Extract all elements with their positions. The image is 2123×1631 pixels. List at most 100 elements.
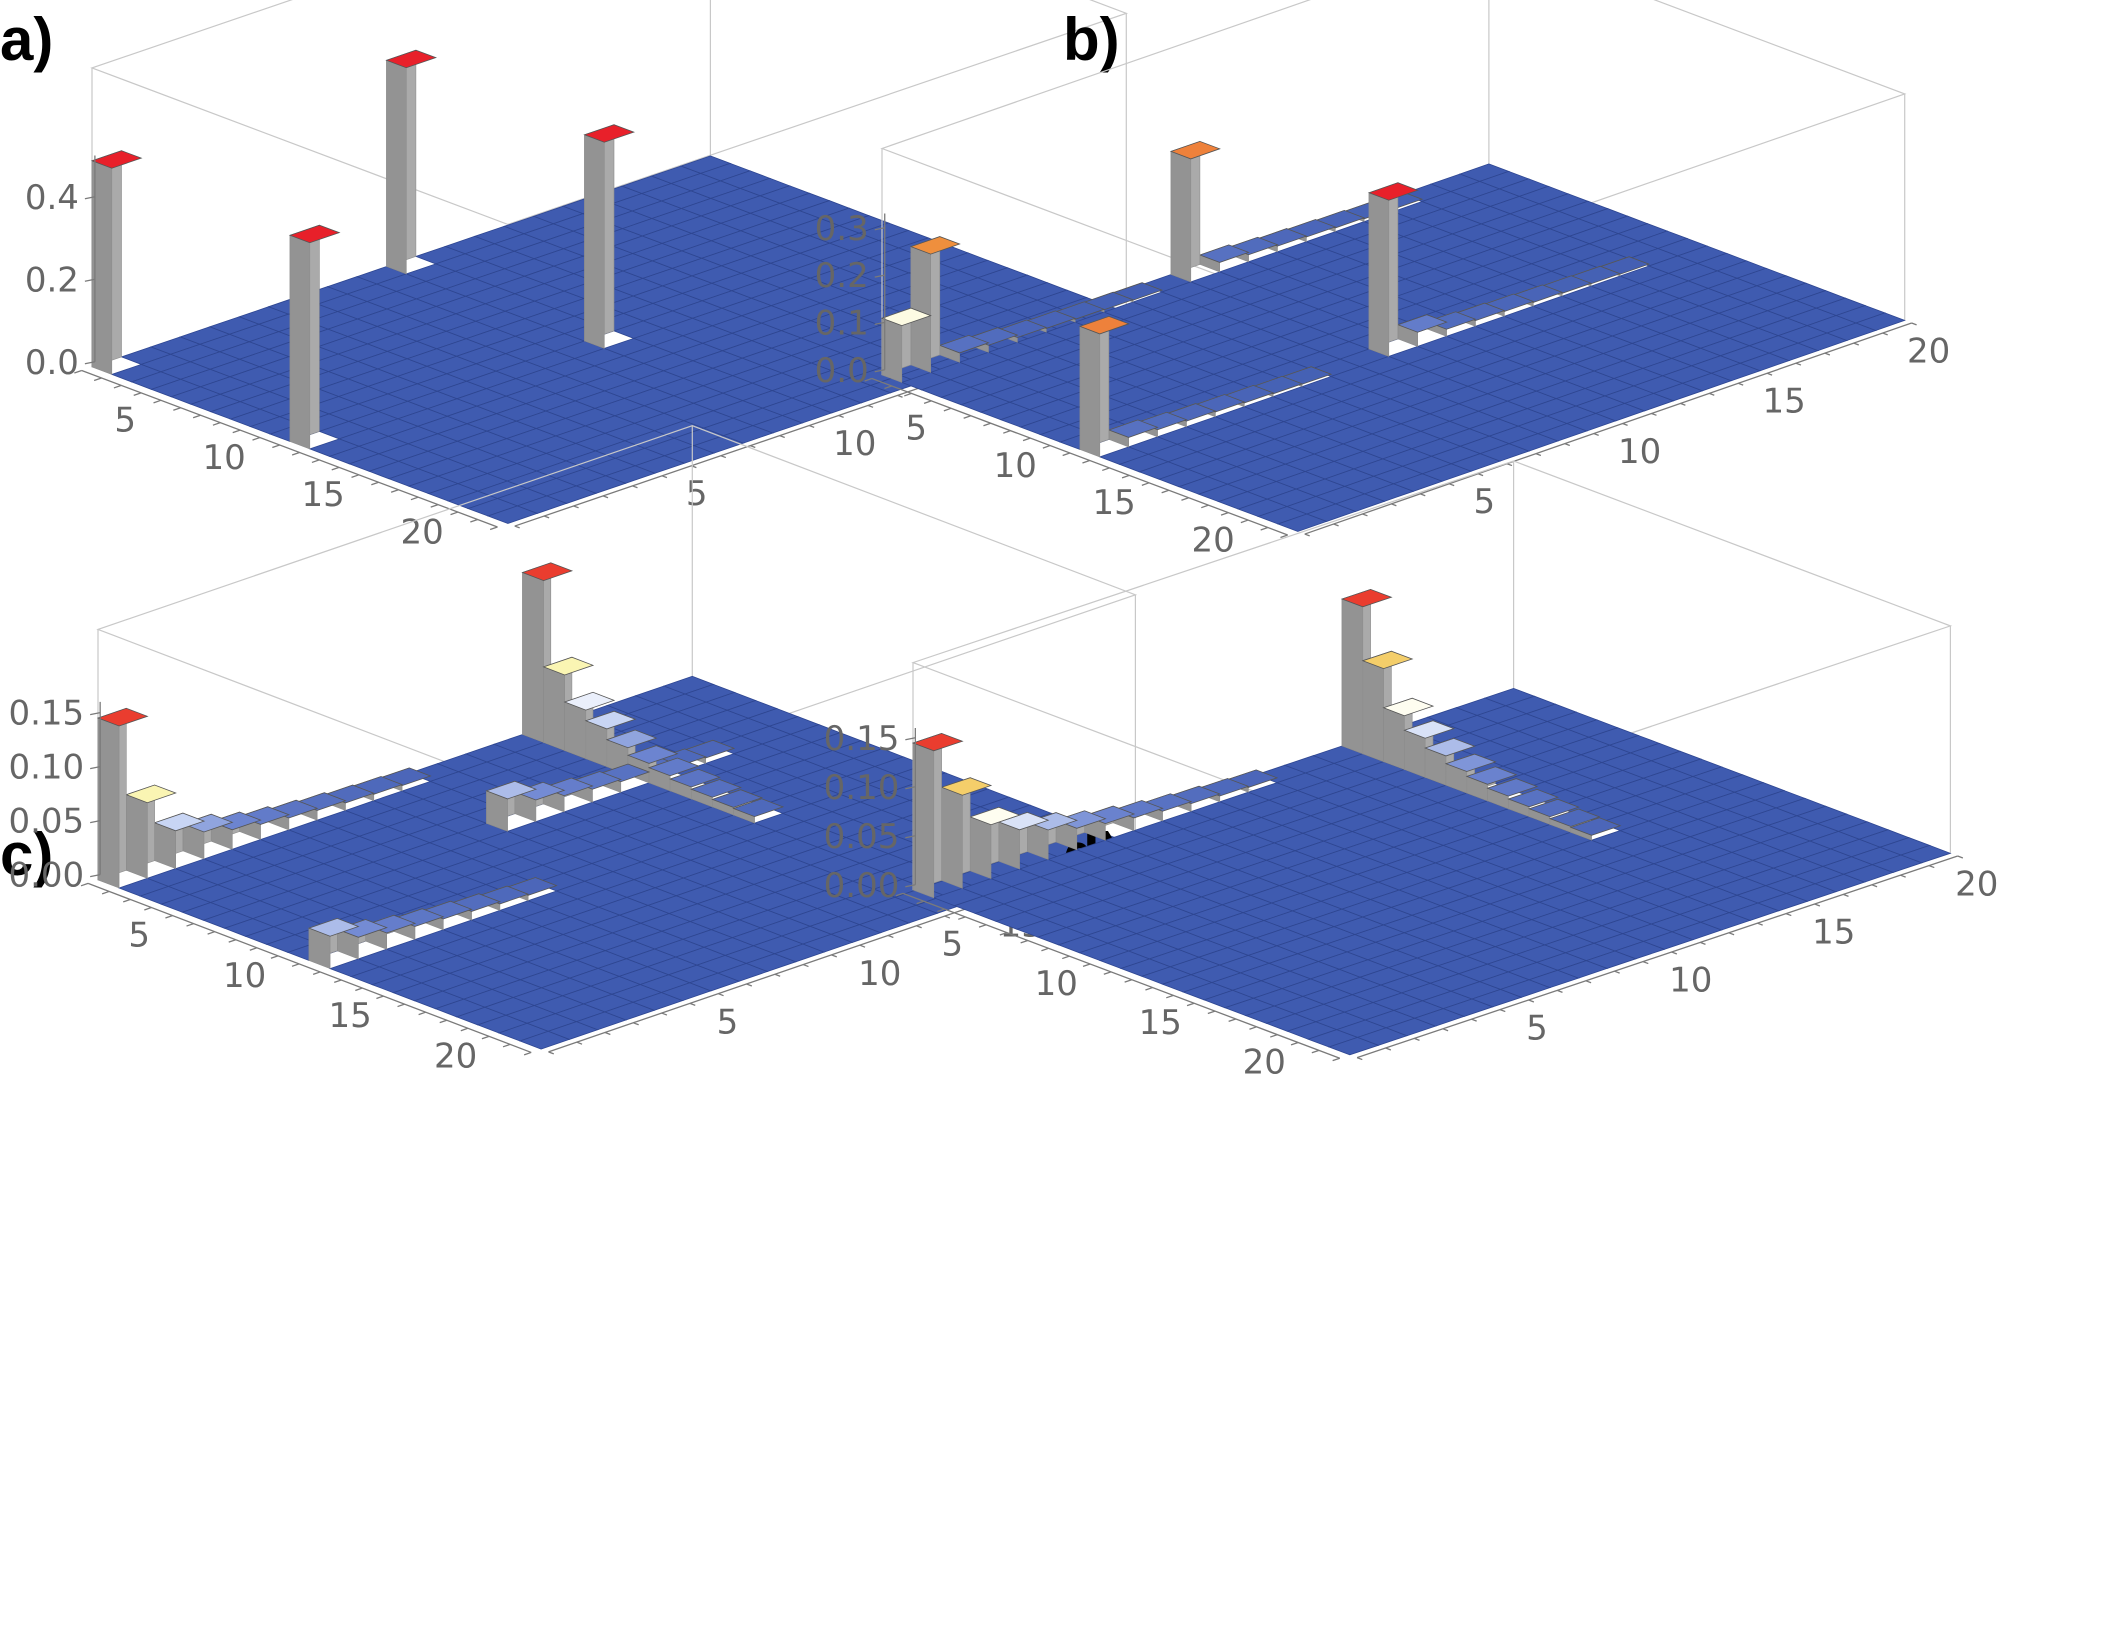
bar <box>1507 788 1559 818</box>
bar-side <box>912 742 935 899</box>
z-tick <box>905 884 916 888</box>
x-tick-label: 20 <box>1192 520 1235 560</box>
x-tick <box>523 1051 532 1056</box>
x-tick <box>113 384 122 389</box>
z-tick-label: 0.4 <box>25 178 79 218</box>
y-tick-label: 10 <box>1618 432 1661 472</box>
y-tick <box>897 394 903 398</box>
bar <box>938 334 990 363</box>
bar-top <box>1340 588 1393 608</box>
z-tick-label: 0.10 <box>824 768 900 808</box>
panel-label: b) <box>1063 6 1120 73</box>
x-tick-label: 10 <box>994 446 1037 486</box>
x-tick <box>1311 1049 1320 1054</box>
z-tick <box>905 786 916 790</box>
x-tick <box>101 890 110 895</box>
x-tick <box>144 906 152 911</box>
bar <box>385 49 437 275</box>
box-edge <box>911 460 1953 829</box>
bar-top <box>690 779 742 798</box>
x-tick <box>93 377 102 382</box>
bar <box>969 806 1021 880</box>
x-tick <box>439 1019 448 1024</box>
y-tick <box>602 495 609 499</box>
bars <box>90 49 635 450</box>
bar <box>669 768 721 800</box>
y-tick-label: 5 <box>717 1003 739 1043</box>
bar-top <box>563 691 616 711</box>
bar <box>1465 766 1518 802</box>
bar-top <box>1361 650 1414 670</box>
floor-cell <box>1899 844 1952 864</box>
y-tick <box>1304 533 1310 537</box>
bar-side <box>941 786 963 889</box>
x-tick-label: 15 <box>302 475 345 515</box>
y-tick-label: 15 <box>1762 382 1805 422</box>
bar <box>125 784 177 879</box>
bar3d-chart: 5 10 15 20 5 10 15 20 0.00 0.05 0.10 0.15 <box>824 460 1998 1082</box>
x-tick-label: 20 <box>434 1036 477 1076</box>
bar <box>909 236 961 373</box>
y-axis-line <box>1356 855 1958 1059</box>
y-tick <box>1728 932 1735 936</box>
z-tick <box>84 196 96 200</box>
x-tick <box>1280 534 1288 539</box>
y-tick-label: 5 <box>1526 1008 1548 1048</box>
bar-top <box>1382 697 1435 717</box>
x-tick <box>186 923 194 927</box>
x-tick-label: 10 <box>1035 964 1078 1004</box>
bar-top <box>880 307 932 327</box>
bar <box>153 812 206 870</box>
bar-top <box>909 236 961 255</box>
bar <box>542 656 595 752</box>
y-tick <box>1824 352 1831 356</box>
y-tick <box>1911 322 1917 326</box>
x-tick-label: 15 <box>329 996 372 1036</box>
bar <box>1169 140 1221 283</box>
x-tick <box>334 979 342 984</box>
box-edge <box>96 425 1138 800</box>
bar-side <box>584 134 605 349</box>
y-tick <box>1853 342 1860 346</box>
x-tick <box>192 414 201 419</box>
bar-top <box>1078 315 1130 335</box>
bar-side <box>564 701 587 760</box>
bar <box>1569 817 1622 841</box>
y-tick <box>1499 1008 1506 1013</box>
bar-side <box>543 666 566 752</box>
bar-top <box>732 798 785 818</box>
bar-top <box>1486 778 1539 797</box>
z-tick <box>90 712 101 716</box>
x-tick <box>1260 526 1269 531</box>
y-tick <box>1356 1056 1363 1061</box>
y-tick-label: 10 <box>858 954 901 994</box>
bar <box>997 811 1050 870</box>
y-tick <box>774 973 781 977</box>
y-tick <box>1471 1018 1477 1022</box>
y-tick <box>1671 951 1678 955</box>
y-tick <box>802 963 809 968</box>
x-tick-label: 5 <box>905 409 927 449</box>
bar-side <box>386 59 407 275</box>
bar-top <box>1169 140 1221 160</box>
z-tick-label: 0.00 <box>8 856 84 896</box>
bar-top <box>1367 182 1419 201</box>
x-tick <box>165 914 173 919</box>
bar <box>1367 182 1419 357</box>
x-tick-label: 15 <box>1139 1003 1182 1043</box>
x-tick <box>1141 482 1150 486</box>
x-tick <box>430 504 439 508</box>
x-tick <box>232 429 241 434</box>
y-tick-label: 15 <box>1812 912 1855 952</box>
x-tick <box>80 882 89 887</box>
bar-top <box>288 224 341 244</box>
x-tick <box>207 931 215 935</box>
y-tick <box>604 1031 611 1036</box>
bar-side <box>1368 192 1390 357</box>
y-axis-line <box>1304 322 1912 535</box>
z-tick <box>90 766 101 770</box>
tick-labels: 5 10 15 20 5 10 15 20 0.00 0.05 0.10 0.15 <box>824 719 1999 1083</box>
y-tick <box>1449 483 1455 487</box>
bars <box>96 562 785 970</box>
bar-top <box>96 707 149 727</box>
